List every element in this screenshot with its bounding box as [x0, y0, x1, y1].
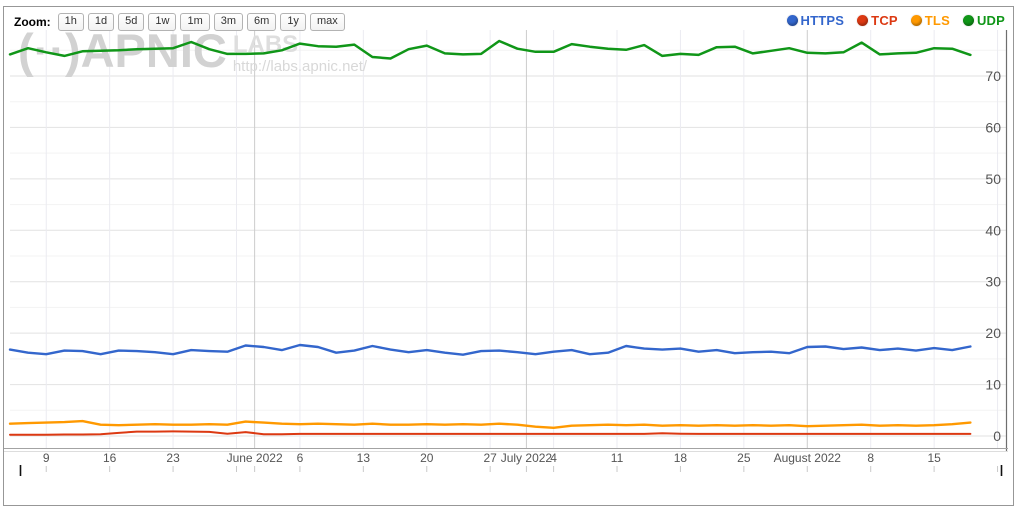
apnic-url: http://labs.apnic.net/	[232, 58, 368, 75]
x-axis-month-label: June 2022	[227, 451, 283, 465]
y-axis-label: 50	[985, 171, 1001, 187]
series-line-https	[8, 343, 972, 356]
y-axis-label: 0	[993, 428, 1001, 444]
zoom-button-1y[interactable]: 1y	[280, 13, 306, 31]
legend-item-tcp[interactable]: TCP	[857, 13, 898, 28]
zoom-label: Zoom:	[14, 15, 51, 29]
y-axis-label: 30	[985, 274, 1001, 290]
x-axis-label: 9	[43, 451, 50, 465]
x-axis-label: 11	[611, 451, 624, 465]
https-marker-icon	[786, 15, 798, 26]
plot-area[interactable]: 0 10 20 30 40 50 60 70 9 16 23 June 2022 6 13 20 27 July…	[0, 0, 1021, 476]
tcp-marker-icon	[857, 15, 869, 26]
legend-item-https[interactable]: HTTPS	[786, 13, 845, 28]
zoom-button-1d[interactable]: 1d	[87, 13, 115, 31]
y-axis-label: 20	[985, 325, 1001, 341]
zoom-toolbar: Zoom: 1h 1d 5d 1w 1m 3m 6m 1y max	[14, 13, 345, 31]
legend-item-tls[interactable]: TLS	[910, 13, 950, 28]
zoom-button-max[interactable]: max	[309, 13, 345, 31]
y-axis-label: 40	[985, 222, 1001, 238]
x-axis-label: 25	[737, 451, 751, 465]
legend-label-https: HTTPS	[800, 13, 845, 28]
x-axis-label: 4	[550, 451, 557, 465]
y-axis-label: 70	[985, 68, 1001, 84]
x-axis-month-label: August 2022	[774, 451, 842, 465]
x-axis-month-label: July 2022	[501, 451, 553, 465]
zoom-button-1w[interactable]: 1w	[148, 13, 177, 31]
zoom-button-3m[interactable]: 3m	[213, 13, 244, 31]
y-axis-label: 10	[985, 377, 1001, 393]
x-axis-label: 15	[927, 451, 941, 465]
y-axis-label: 60	[985, 119, 1001, 135]
tls-marker-icon	[910, 15, 922, 26]
x-axis-label: 13	[357, 451, 371, 465]
series-line-udp	[8, 39, 972, 60]
udp-marker-icon	[962, 15, 974, 26]
zoom-button-1m[interactable]: 1m	[180, 13, 210, 31]
x-axis-label: 6	[297, 451, 304, 465]
x-axis-label: 23	[166, 451, 180, 465]
x-axis-label: 18	[674, 451, 688, 465]
legend: HTTPS TCP TLS UDP	[786, 13, 1005, 28]
x-axis-label: 8	[867, 451, 874, 465]
legend-item-udp[interactable]: UDP	[962, 13, 1005, 28]
legend-label-udp: UDP	[976, 13, 1005, 28]
zoom-button-1h[interactable]: 1h	[57, 13, 84, 31]
zoom-button-5d[interactable]: 5d	[118, 13, 145, 31]
series-line-tls	[8, 419, 972, 429]
legend-label-tls: TLS	[924, 13, 950, 28]
legend-label-tcp: TCP	[871, 13, 898, 28]
series-line-tcp	[9, 430, 972, 436]
x-axis-label: 27	[484, 451, 498, 465]
x-axis-label: 20	[420, 451, 434, 465]
zoom-button-6m[interactable]: 6m	[247, 13, 277, 31]
x-axis-label: 16	[103, 451, 117, 465]
grid-layer	[4, 30, 1008, 452]
